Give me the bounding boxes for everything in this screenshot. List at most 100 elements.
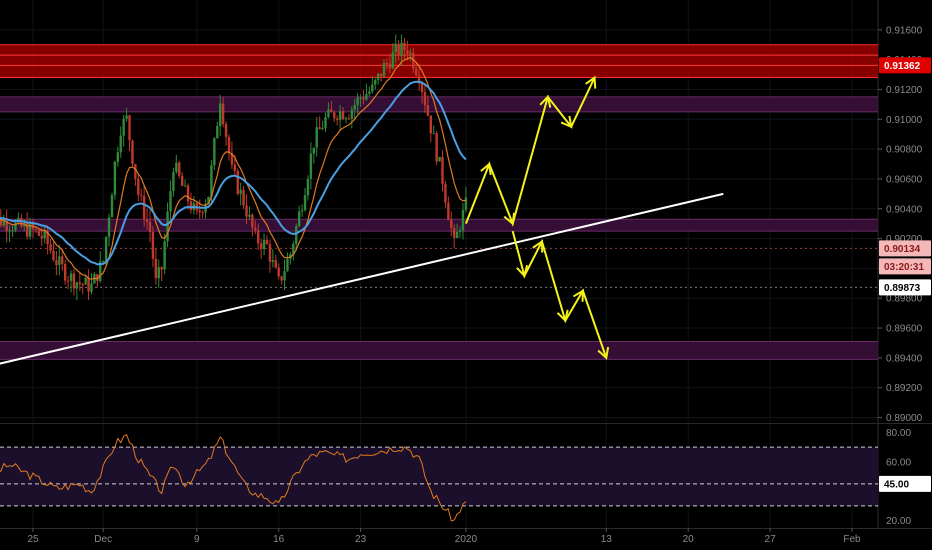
candle-bear[interactable] — [180, 175, 184, 186]
candle-bull[interactable] — [312, 147, 315, 154]
candle-bear[interactable] — [450, 219, 453, 229]
candle-bear[interactable] — [198, 210, 201, 213]
candle-bull[interactable] — [23, 223, 26, 227]
candle-bull[interactable] — [315, 127, 318, 148]
candle-bear[interactable] — [341, 111, 345, 120]
candle-bear[interactable] — [46, 230, 49, 245]
candle-bull[interactable] — [400, 42, 403, 56]
candle-bull[interactable] — [283, 271, 286, 281]
candle-bear[interactable] — [72, 273, 76, 289]
candle-bear[interactable] — [274, 260, 277, 268]
rsi-line[interactable] — [0, 434, 467, 522]
candle-bull[interactable] — [321, 128, 324, 130]
candle-bull[interactable] — [371, 84, 374, 92]
candle-bear[interactable] — [49, 244, 52, 251]
candle-bear[interactable] — [414, 68, 418, 76]
candle-bear[interactable] — [318, 127, 321, 130]
candle-bull[interactable] — [11, 230, 14, 232]
candle-bear[interactable] — [148, 221, 152, 232]
candle-bull[interactable] — [239, 189, 242, 194]
candle-bear[interactable] — [137, 178, 140, 195]
candle-bear[interactable] — [420, 83, 424, 93]
candle-bear[interactable] — [259, 243, 263, 250]
candle-bull[interactable] — [213, 138, 216, 166]
candle-bull[interactable] — [464, 197, 468, 211]
candle-bear[interactable] — [417, 75, 421, 84]
candle-bear[interactable] — [429, 115, 432, 134]
candle-bull[interactable] — [14, 222, 17, 231]
candle-bull[interactable] — [391, 52, 394, 69]
candle-bull[interactable] — [166, 211, 169, 242]
candle-bull[interactable] — [219, 103, 222, 127]
candle-bull[interactable] — [169, 191, 172, 212]
candle-bull[interactable] — [303, 195, 307, 211]
candle-bear[interactable] — [426, 105, 430, 116]
candle-bull[interactable] — [374, 79, 377, 85]
candle-bear[interactable] — [254, 227, 257, 231]
candle-bull[interactable] — [43, 230, 46, 239]
support-trendline[interactable] — [0, 192, 724, 367]
candle-bear[interactable] — [66, 280, 70, 282]
candle-bear[interactable] — [441, 156, 444, 184]
candle-bull[interactable] — [28, 223, 32, 237]
candle-bear[interactable] — [444, 183, 447, 203]
candle-bear[interactable] — [347, 118, 351, 120]
candle-bull[interactable] — [172, 172, 175, 192]
candle-bull[interactable] — [324, 116, 327, 129]
candle-bear[interactable] — [242, 189, 245, 206]
candle-bear[interactable] — [403, 42, 406, 51]
candle-bull[interactable] — [262, 239, 266, 250]
candle-bear[interactable] — [330, 109, 333, 113]
candle-bear[interactable] — [333, 112, 336, 119]
candle-bull[interactable] — [297, 211, 301, 227]
candle-bull[interactable] — [344, 118, 348, 120]
candle-bull[interactable] — [157, 267, 160, 279]
candle-bear[interactable] — [160, 267, 163, 270]
candle-bull[interactable] — [175, 162, 178, 173]
candle-bear[interactable] — [87, 277, 90, 292]
candle-bear[interactable] — [397, 43, 400, 56]
candle-bull[interactable] — [116, 152, 120, 162]
candle-bull[interactable] — [8, 230, 11, 232]
candle-bear[interactable] — [233, 164, 237, 171]
candle-bull[interactable] — [110, 194, 114, 218]
candle-bull[interactable] — [2, 220, 5, 226]
candle-bear[interactable] — [277, 267, 280, 277]
candle-bear[interactable] — [227, 136, 231, 153]
candle-bull[interactable] — [409, 52, 412, 54]
candle-bull[interactable] — [75, 282, 79, 289]
candle-bull[interactable] — [309, 153, 313, 179]
candle-bull[interactable] — [210, 165, 213, 197]
candle-bull[interactable] — [353, 105, 356, 110]
candle-bear[interactable] — [81, 284, 84, 286]
candle-bull[interactable] — [458, 230, 462, 232]
candle-bear[interactable] — [61, 256, 64, 264]
candle-bull[interactable] — [432, 133, 435, 135]
candle-bull[interactable] — [295, 226, 298, 244]
candle-bear[interactable] — [134, 164, 137, 179]
candle-bear[interactable] — [280, 276, 283, 281]
candle-bull[interactable] — [350, 109, 354, 119]
candle-bear[interactable] — [140, 194, 143, 196]
candle-bull[interactable] — [84, 277, 87, 285]
candle-bull[interactable] — [69, 273, 73, 281]
candle-bull[interactable] — [382, 63, 386, 77]
candle-bear[interactable] — [189, 201, 193, 210]
candle-bull[interactable] — [90, 283, 93, 292]
candle-bear[interactable] — [37, 230, 41, 236]
candle-bull[interactable] — [122, 118, 125, 136]
candle-bear[interactable] — [151, 231, 155, 259]
candle-bull[interactable] — [102, 261, 105, 263]
candle-bear[interactable] — [251, 214, 254, 228]
candle-bear[interactable] — [336, 118, 339, 120]
candle-bear[interactable] — [0, 217, 3, 226]
candle-bull[interactable] — [365, 93, 368, 100]
candle-bull[interactable] — [394, 43, 397, 53]
candle-bear[interactable] — [435, 133, 438, 162]
candle-bear[interactable] — [221, 103, 225, 124]
candle-bear[interactable] — [257, 230, 260, 244]
candle-bear[interactable] — [379, 73, 383, 77]
candle-bull[interactable] — [104, 236, 108, 262]
candle-bull[interactable] — [338, 111, 342, 120]
